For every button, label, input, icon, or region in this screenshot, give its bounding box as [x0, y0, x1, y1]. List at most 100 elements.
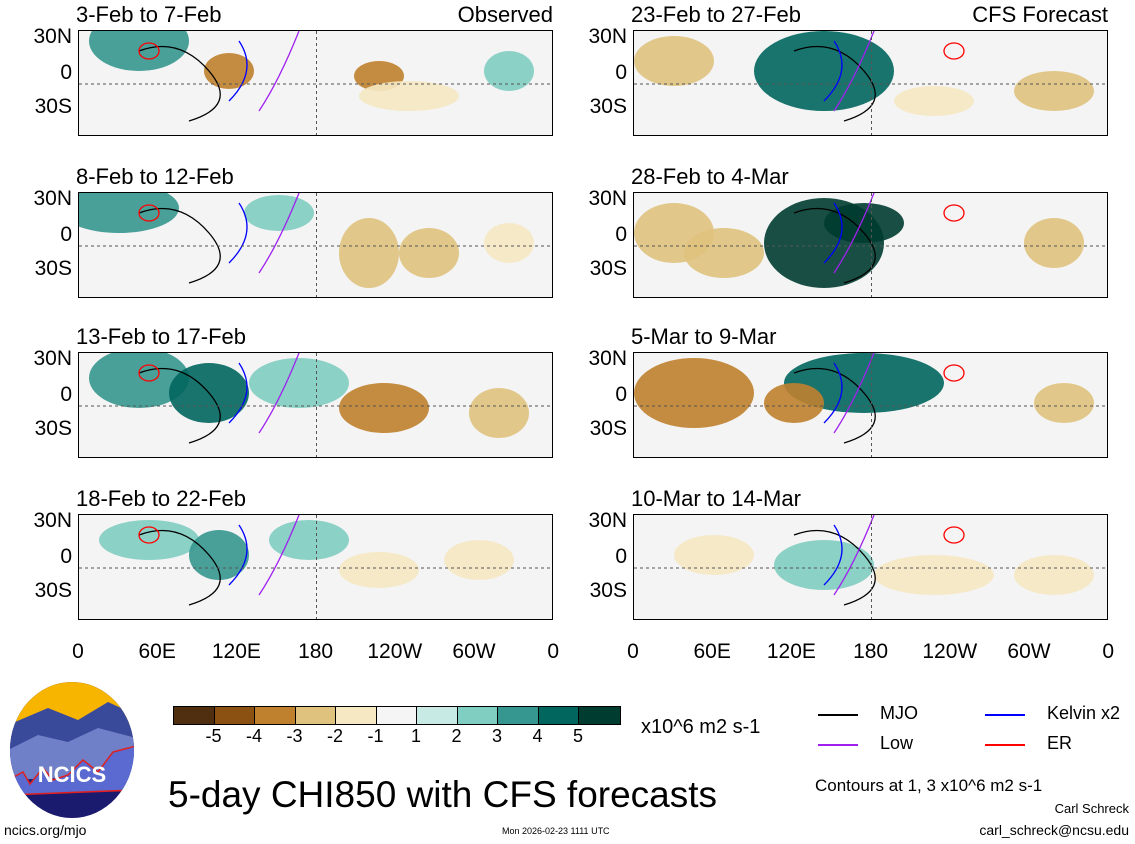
colorbar-label: -3 — [286, 726, 303, 746]
url-link[interactable]: ncics.org/mjo — [4, 822, 87, 838]
anomaly-region — [764, 383, 824, 423]
lat-label: 0 — [615, 223, 627, 246]
lon-label: 120E — [766, 640, 816, 663]
anomaly-region — [894, 86, 974, 116]
email-link[interactable]: carl_schreck@ncsu.edu — [979, 822, 1129, 838]
map-panel — [78, 30, 553, 136]
lat-label: 0 — [60, 61, 72, 84]
lat-label: 0 — [60, 383, 72, 406]
map-panel — [633, 514, 1108, 620]
panel-date-range: 8-Feb to 12-Feb — [76, 164, 234, 189]
lat-label: 30N — [588, 25, 627, 48]
lat-label: 30N — [588, 509, 627, 532]
er-contour — [138, 42, 160, 60]
lat-label: 0 — [615, 545, 627, 568]
anomaly-region — [339, 552, 419, 588]
legend-label: Kelvin x2 — [1047, 703, 1121, 723]
low-contour — [258, 515, 300, 596]
lon-label: 60E — [693, 640, 731, 663]
colorbar-label: -2 — [326, 726, 344, 746]
anomaly-region — [244, 195, 314, 231]
anomaly-region — [484, 223, 534, 263]
er-contour — [943, 42, 965, 60]
colorbar-swatch — [579, 707, 620, 724]
panel-date-range: 18-Feb to 22-Feb — [76, 486, 246, 511]
colorbar-swatch — [174, 707, 215, 724]
lat-label: 30S — [589, 95, 627, 118]
map-panel — [633, 352, 1108, 458]
lon-label: 0 — [547, 640, 560, 663]
colorbar-swatch — [498, 707, 539, 724]
colorbar-label: -5 — [205, 726, 222, 746]
anomaly-region — [79, 193, 179, 233]
anomaly-region — [189, 530, 249, 580]
kelvin-contour — [823, 524, 843, 586]
er-contour — [138, 204, 160, 222]
mjo-contour — [138, 207, 221, 284]
lon-label: 0 — [72, 640, 84, 663]
anomaly-region — [634, 36, 714, 86]
mjo-contour — [138, 367, 221, 444]
lon-label: 0 — [627, 640, 639, 663]
lon-label: 60W — [1007, 640, 1051, 663]
anomaly-region — [339, 218, 399, 288]
lat-label: 30N — [33, 509, 72, 532]
lat-label: 0 — [615, 61, 627, 84]
legend-label: ER — [1047, 733, 1073, 753]
map-panel — [78, 192, 553, 298]
panel-date-range: 3-Feb to 7-Feb — [76, 2, 222, 27]
anomaly-region — [339, 383, 429, 433]
lat-label: 30N — [588, 187, 627, 210]
lat-label: 30S — [589, 417, 627, 440]
anomaly-region — [359, 81, 459, 111]
anomaly-region — [674, 535, 754, 575]
anomaly-region — [774, 540, 874, 590]
anomaly-region — [1014, 71, 1094, 111]
anomaly-region — [1034, 383, 1094, 423]
lat-label: 30N — [33, 187, 72, 210]
panel-source-label: CFS Forecast — [972, 2, 1108, 27]
colorbar-label: -4 — [245, 726, 263, 746]
legend-label: MJO — [880, 703, 918, 723]
panel-source-label: Observed — [457, 2, 553, 27]
lon-label: 120W — [922, 640, 978, 663]
colorbar-swatch — [214, 707, 255, 724]
colorbar-swatch — [336, 707, 377, 724]
contours-note: Contours at 1, 3 x10^6 m2 s-1 — [815, 776, 1043, 795]
low-contour — [258, 193, 300, 274]
er-contour — [943, 526, 965, 544]
lat-label: 30S — [34, 95, 72, 118]
colorbar — [173, 706, 621, 725]
colorbar-swatch — [457, 707, 498, 724]
anomaly-region — [1014, 555, 1094, 595]
lat-label: 0 — [60, 545, 72, 568]
lat-label: 30S — [34, 417, 72, 440]
map-panel — [78, 514, 553, 620]
colorbar-label: 4 — [532, 726, 543, 746]
colorbar-swatch — [295, 707, 336, 724]
colorbar-swatch — [417, 707, 458, 724]
kelvin-contour — [823, 362, 843, 424]
lat-label: 30N — [588, 347, 627, 370]
panel-date-range: 28-Feb to 4-Mar — [631, 164, 789, 189]
anomaly-region — [469, 388, 529, 438]
low-contour — [833, 193, 875, 274]
lat-label: 30S — [589, 257, 627, 280]
mjo-contour — [138, 45, 221, 122]
anomaly-region — [204, 53, 254, 89]
mjo-contour — [138, 529, 221, 606]
colorbar-label: -1 — [367, 726, 384, 746]
low-contour — [833, 515, 875, 596]
colorbar-swatch — [376, 707, 417, 724]
legend-line — [818, 714, 858, 716]
lon-label: 60E — [138, 640, 176, 663]
panel-date-range: 13-Feb to 17-Feb — [76, 324, 246, 349]
panel-date-range: 10-Mar to 14-Mar — [631, 486, 801, 511]
anomaly-region — [89, 353, 189, 408]
map-panel — [78, 352, 553, 458]
kelvin-contour — [823, 202, 843, 264]
er-contour — [943, 204, 965, 222]
figure-title: 5-day CHI850 with CFS forecasts — [168, 774, 718, 815]
lon-label: 180 — [298, 640, 334, 663]
